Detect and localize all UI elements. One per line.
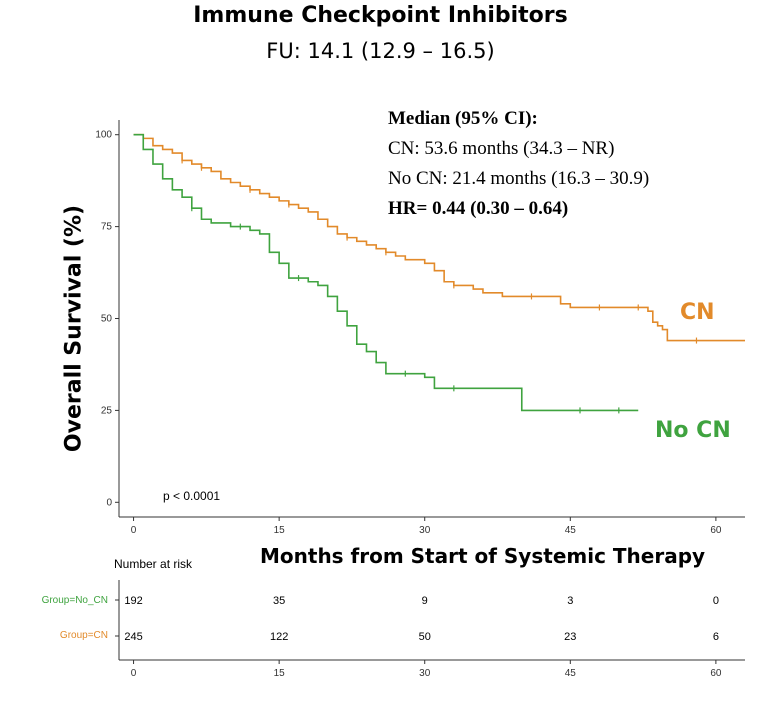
hazard-ratio-line: HR= 0.44 (0.30 – 0.64)	[388, 198, 569, 219]
risk-count: 50	[419, 631, 431, 643]
risk-x-tick-label: 15	[274, 668, 286, 679]
risk-count: 192	[124, 595, 142, 607]
risk-x-tick-label: 45	[565, 668, 577, 679]
risk-table-heading: Number at risk	[114, 557, 193, 571]
x-tick-label: 45	[565, 525, 577, 536]
series-label-no-cn: No CN	[655, 418, 731, 443]
x-tick-label: 0	[131, 525, 137, 536]
risk-x-tick-label: 0	[131, 668, 137, 679]
risk-count: 6	[713, 631, 719, 643]
chart-title: Immune Checkpoint Inhibitors	[193, 3, 568, 28]
y-tick-label: 0	[106, 497, 112, 508]
y-tick-label: 50	[101, 314, 113, 325]
risk-count: 245	[124, 631, 142, 643]
y-tick-label: 75	[101, 222, 113, 233]
risk-count: 23	[564, 631, 576, 643]
risk-row-label-cn: Group=CN	[59, 630, 108, 641]
x-tick-label: 60	[710, 525, 722, 536]
series-label-cn: CN	[680, 300, 715, 325]
risk-x-tick-label: 30	[419, 668, 431, 679]
y-tick-label: 100	[95, 130, 112, 141]
x-tick-label: 30	[419, 525, 431, 536]
median-cn-line: CN: 53.6 months (34.3 – NR)	[388, 138, 615, 159]
risk-count: 122	[270, 631, 288, 643]
risk-count: 9	[422, 595, 428, 607]
y-tick-label: 25	[101, 405, 113, 416]
p-value: p < 0.0001	[163, 489, 221, 503]
survival-curve-cn	[133, 133, 745, 342]
x-tick-label: 15	[274, 525, 286, 536]
survival-curve-no-cn	[133, 133, 639, 412]
median-heading: Median (95% CI):	[388, 108, 538, 129]
risk-x-tick-label: 60	[710, 668, 722, 679]
risk-row-label-no-cn: Group=No_CN	[41, 595, 108, 606]
risk-count: 0	[713, 595, 719, 607]
x-axis-label: Months from Start of Systemic Therapy	[260, 544, 706, 568]
chart-subtitle: FU: 14.1 (12.9 – 16.5)	[266, 39, 495, 63]
risk-count: 3	[567, 595, 573, 607]
median-no-cn-line: No CN: 21.4 months (16.3 – 30.9)	[388, 168, 650, 189]
risk-count: 35	[273, 595, 285, 607]
median-annotation: Median (95% CI): CN: 53.6 months (34.3 –…	[388, 104, 649, 224]
